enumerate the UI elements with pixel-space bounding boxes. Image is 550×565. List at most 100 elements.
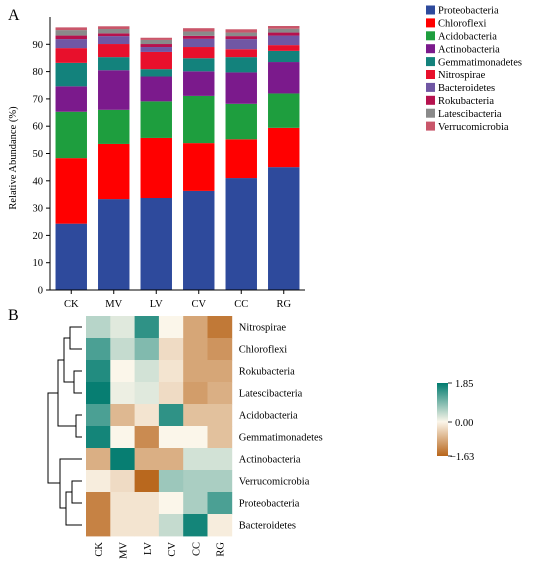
bar-ck-nitrospirae [55, 48, 87, 63]
bar-mv-acidobacteria [98, 109, 130, 144]
panel-label-a: A [8, 7, 20, 24]
heatmap-row-label-actinobacteria: Actinobacteria [239, 455, 301, 466]
bar-rg-nitrospirae [268, 45, 300, 51]
bar-ck-acidobacteria [55, 111, 87, 159]
heatmap-row-label-latescibacteria: Latescibacteria [239, 389, 303, 400]
bar-cc-bacteroidetes [225, 39, 257, 50]
x-tick-label-rg: RG [276, 299, 291, 310]
bar-rg-proteobacteria [268, 167, 300, 290]
heatmap-cells [86, 316, 233, 537]
y-axis-title: Relative Abundance (%) [8, 106, 19, 210]
legend-swatch-acidobacteria [426, 31, 435, 41]
bar-lv-verrucomicrobia [140, 37, 172, 40]
heatmap-cell-latescibacteria-rg [207, 382, 233, 405]
bar-rg-verrucomicrobia [268, 26, 300, 29]
heatmap-cell-verrucomicrobia-lv [134, 470, 160, 493]
heatmap-cell-chloroflexi-rg [207, 338, 233, 361]
heatmap-cell-actinobacteria-lv [134, 448, 160, 471]
bar-lv-acidobacteria [140, 101, 172, 138]
y-axis: 0 10 20 30 40 50 60 70 80 90 [33, 17, 51, 297]
heatmap-cell-verrucomicrobia-cv [158, 470, 184, 493]
legend-swatch-proteobacteria [426, 5, 435, 15]
y-tick-label: 40 [33, 176, 44, 187]
y-tick-label: 50 [33, 149, 44, 160]
heatmap-cell-latescibacteria-mv [110, 382, 135, 405]
heatmap-cell-proteobacteria-ck [86, 492, 111, 515]
heatmap-cell-nitrospirae-ck [86, 316, 111, 339]
heatmap-cell-acidobacteria-cc [183, 404, 208, 427]
bar-lv-nitrospirae [140, 51, 172, 70]
heatmap-cell-acidobacteria-ck [86, 404, 111, 427]
bar-cv-chloroflexi [183, 143, 215, 191]
heatmap-cell-rokubacteria-rg [207, 360, 233, 383]
heatmap-cell-chloroflexi-cv [158, 338, 184, 361]
heatmap-cell-chloroflexi-cc [183, 338, 208, 361]
bar-mv-rokubacteria [98, 33, 130, 37]
legend-swatch-verrucomicrobia [426, 121, 435, 131]
bar-rg-chloroflexi [268, 127, 300, 168]
bar-cc-nitrospirae [225, 49, 257, 58]
heatmap-cell-bacteroidetes-rg [207, 514, 233, 537]
heatmap-cell-gemmatimonadetes-rg [207, 426, 233, 449]
legend-label-chloroflexi: Chloroflexi [438, 19, 486, 30]
heatmap-cell-bacteroidetes-mv [110, 514, 135, 537]
legend-swatch-rokubacteria [426, 95, 435, 105]
bar-mv-verrucomicrobia [98, 26, 130, 30]
heatmap-cell-bacteroidetes-lv [134, 514, 160, 537]
heatmap-cell-proteobacteria-rg [207, 492, 233, 515]
heatmap-cell-acidobacteria-mv [110, 404, 135, 427]
heatmap: Nitrospirae Chloroflexi Rokubacteria Latesc… [47, 316, 474, 559]
heatmap-cell-gemmatimonadetes-ck [86, 426, 111, 449]
bar-ck-bacteroidetes [55, 39, 87, 49]
heatmap-cell-nitrospirae-cc [183, 316, 208, 339]
bar-lv-actinobacteria [140, 76, 172, 102]
bar-cc-verrucomicrobia [225, 29, 257, 33]
x-tick-label-lv: LV [150, 299, 163, 310]
heatmap-cell-bacteroidetes-cc [183, 514, 208, 537]
bar-lv-gemmatimonadetes [140, 69, 172, 77]
x-tick-label-mv: MV [105, 299, 122, 310]
y-tick-label: 0 [38, 286, 43, 297]
heatmap-cell-chloroflexi-ck [86, 338, 111, 361]
bar-series-group [55, 26, 300, 290]
legend-swatch-nitrospirae [426, 70, 435, 79]
heatmap-cell-verrucomicrobia-cc [183, 470, 208, 493]
heatmap-cell-nitrospirae-rg [207, 316, 233, 339]
heatmap-cell-latescibacteria-ck [86, 382, 111, 405]
heatmap-row-label-gemmatimonadetes: Gemmatimonadetes [239, 433, 323, 444]
heatmap-cell-gemmatimonadetes-lv [134, 426, 160, 449]
legend-label-rokubacteria: Rokubacteria [438, 96, 494, 107]
heatmap-cell-bacteroidetes-ck [86, 514, 111, 537]
legend-label-gemmatimonadetes: Gemmatimonadetes [438, 57, 522, 68]
y-tick-label: 80 [33, 67, 44, 78]
heatmap-cell-proteobacteria-cc [183, 492, 208, 515]
heatmap-row-label-bacteroidetes: Bacteroidetes [239, 521, 296, 532]
legend-label-proteobacteria: Proteobacteria [438, 6, 499, 17]
bar-rg-bacteroidetes [268, 35, 300, 46]
heatmap-cell-latescibacteria-lv [134, 382, 160, 405]
bar-mv-proteobacteria [98, 199, 130, 290]
heatmap-column-label-lv: LV [143, 542, 154, 555]
legend-swatch-latescibacteria [426, 108, 435, 118]
bar-mv-nitrospirae [98, 44, 130, 58]
x-tick-label-ck: CK [64, 299, 79, 310]
legend-swatch-bacteroidetes [426, 82, 435, 92]
bar-ck-gemmatimonadetes [55, 62, 87, 87]
bar-cc-chloroflexi [225, 139, 257, 179]
bar-lv-chloroflexi [140, 137, 172, 198]
bar-cv-nitrospirae [183, 47, 215, 59]
heatmap-cell-rokubacteria-cv [158, 360, 184, 383]
heatmap-column-label-mv: MV [118, 542, 129, 559]
heatmap-cell-gemmatimonadetes-mv [110, 426, 135, 449]
legend: Proteobacteria Chloroflexi AcidobacteriaAc… [426, 5, 522, 133]
bar-mv-chloroflexi [98, 143, 130, 200]
colorbar-gradient [437, 383, 448, 456]
colorbar-max-label: 1.85 [455, 379, 473, 390]
y-tick-label: 10 [33, 258, 44, 269]
heatmap-row-label-acidobacteria: Acidobacteria [239, 411, 298, 422]
heatmap-cell-proteobacteria-lv [134, 492, 160, 515]
bar-rg-gemmatimonadetes [268, 50, 300, 63]
x-tick-label-cv: CV [191, 299, 206, 310]
heatmap-column-label-cv: CV [167, 542, 178, 557]
heatmap-cell-chloroflexi-mv [110, 338, 135, 361]
